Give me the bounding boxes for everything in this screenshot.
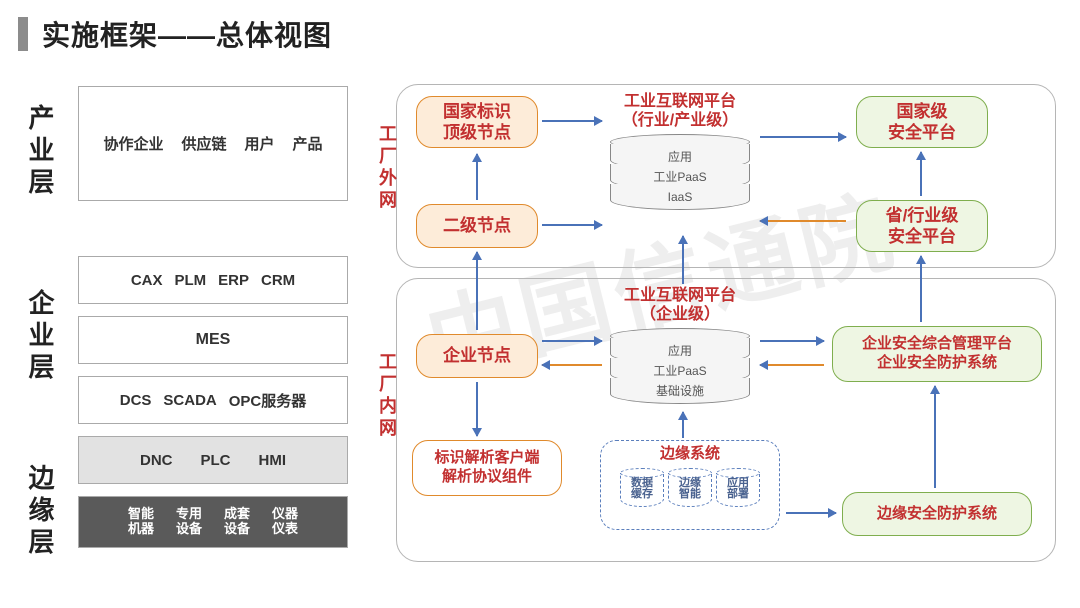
box-dcs: DCS SCADA OPC服务器 — [78, 376, 348, 424]
cell: PLC — [201, 452, 231, 469]
cell: CAX — [131, 272, 163, 289]
arrow — [920, 256, 922, 322]
node-national-std: 国家标识 顶级节点 — [416, 96, 538, 148]
cell: PLM — [174, 272, 206, 289]
arrow — [920, 152, 922, 196]
arrow — [542, 120, 602, 122]
box-devices: 智能机器 专用设备 成套设备 仪器仪表 — [78, 496, 348, 548]
node-edge-sec: 边缘安全防护系统 — [842, 492, 1032, 536]
page-title: 实施框架——总体视图 — [42, 14, 332, 54]
arrow — [760, 340, 824, 342]
node-secondary: 二级节点 — [416, 204, 538, 248]
cell: SCADA — [163, 392, 216, 409]
diagram-canvas: 中国信通院 产业层 企业层 边缘层 协作企业 供应链 用户 产品 CAX PLM… — [0, 64, 1080, 604]
cell: 智能机器 — [128, 507, 154, 537]
cell: 用户 — [245, 133, 275, 154]
node-sec-national: 国家级 安全平台 — [856, 96, 988, 148]
platform-int: 工业互联网平台 （企业级） 应用 工业PaaS 基础设施 — [610, 286, 750, 404]
platform-ext: 工业互联网平台 （行业/产业级） 应用 工业PaaS IaaS — [610, 92, 750, 210]
title-bar: 实施框架——总体视图 — [0, 0, 1080, 64]
node-sec-prov: 省/行业级 安全平台 — [856, 200, 988, 252]
arrow — [542, 364, 602, 366]
node-sec-enterprise: 企业安全综合管理平台企业安全防护系统 — [832, 326, 1042, 382]
cell: 成套设备 — [224, 507, 250, 537]
layer-label-edge: 边缘层 — [22, 464, 59, 560]
arrow — [934, 386, 936, 488]
node-enterprise: 企业节点 — [416, 334, 538, 378]
layer-label-industry: 产业层 — [22, 104, 59, 200]
box-industry: 协作企业 供应链 用户 产品 — [78, 86, 348, 201]
edge-cyl: 数据缓存 — [620, 468, 664, 507]
node-edge-system: 边缘系统 数据缓存 边缘智能 应用部署 — [600, 440, 780, 530]
cell: DNC — [140, 452, 173, 469]
edge-cyl: 应用部署 — [716, 468, 760, 507]
arrow — [786, 512, 836, 514]
cell: 供应链 — [181, 133, 226, 154]
arrow — [542, 340, 602, 342]
cell: ERP — [218, 272, 249, 289]
cell: OPC服务器 — [229, 390, 307, 411]
arrow — [476, 252, 478, 330]
arrow — [760, 136, 846, 138]
arrow — [476, 382, 478, 436]
box-cax: CAX PLM ERP CRM — [78, 256, 348, 304]
cell: CRM — [261, 272, 295, 289]
cell: 协作企业 — [103, 133, 163, 154]
arrow — [760, 364, 824, 366]
edge-cyl: 边缘智能 — [668, 468, 712, 507]
cell: 产品 — [293, 133, 323, 154]
node-client: 标识解析客户端解析协议组件 — [412, 440, 562, 496]
arrow — [476, 154, 478, 200]
box-mes: MES — [78, 316, 348, 364]
arrow — [760, 220, 846, 222]
cell: 专用设备 — [176, 507, 202, 537]
cell: DCS — [120, 392, 152, 409]
label-ext-net: 工厂外网 — [374, 124, 400, 212]
layer-label-enterprise: 企业层 — [22, 289, 59, 385]
label-int-net: 工厂内网 — [374, 352, 400, 440]
box-dnc: DNC PLC HMI — [78, 436, 348, 484]
arrow — [542, 224, 602, 226]
cell: MES — [196, 331, 231, 349]
cell: HMI — [259, 452, 287, 469]
title-accent — [18, 17, 28, 51]
arrow — [682, 412, 684, 438]
arrow — [682, 236, 684, 284]
cell: 仪器仪表 — [272, 507, 298, 537]
